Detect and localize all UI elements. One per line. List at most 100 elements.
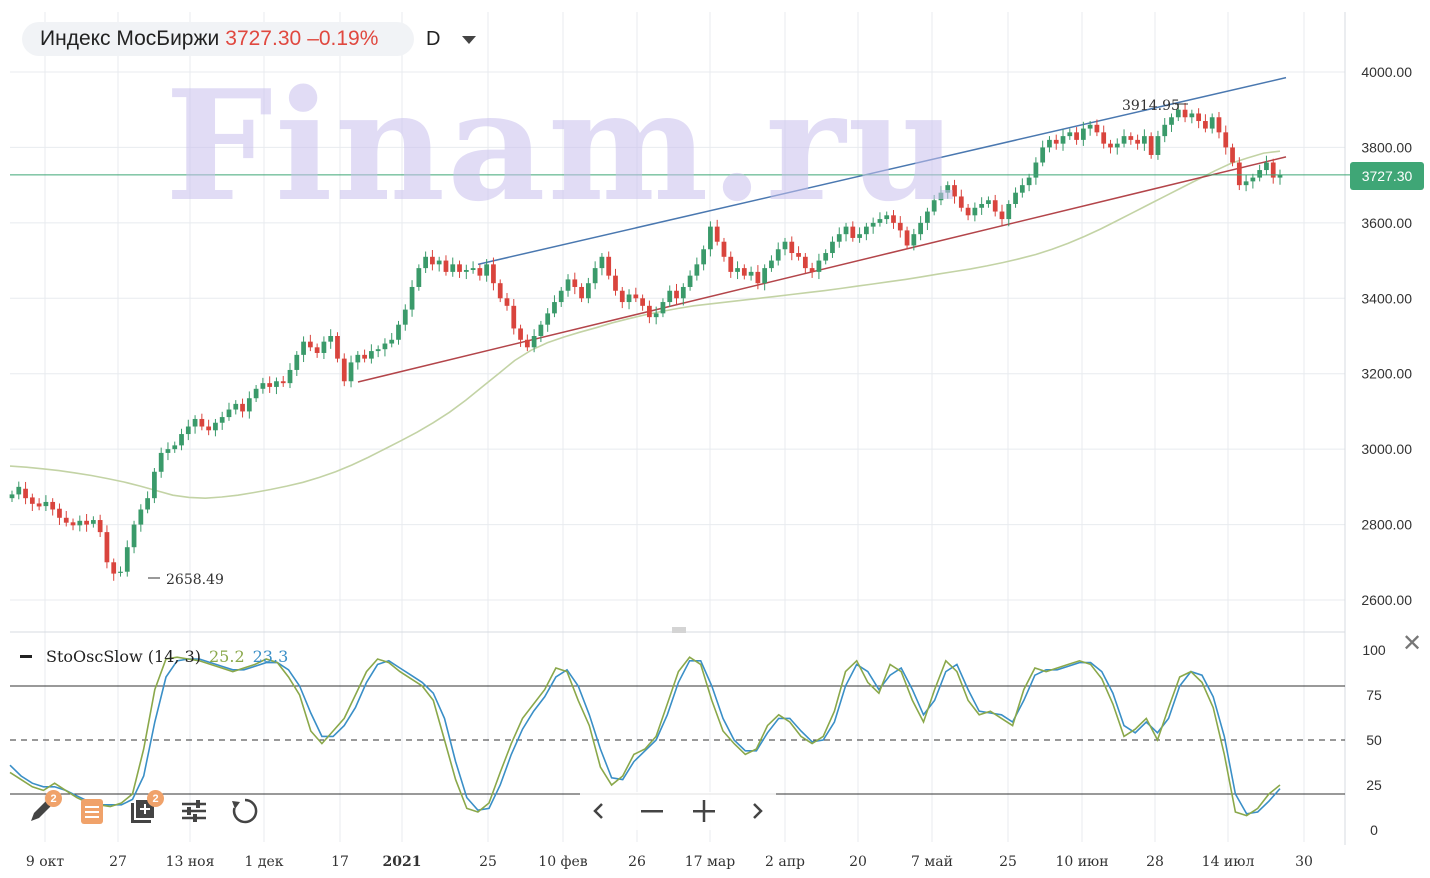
candle: [857, 227, 862, 243]
candle: [341, 353, 347, 387]
candle: [1277, 169, 1283, 185]
candle: [307, 334, 313, 352]
candle: [1060, 129, 1066, 151]
chevron-left-icon: [593, 803, 603, 819]
candle: [633, 287, 639, 303]
candle: [179, 428, 184, 451]
date-tick-label: 14 июл: [1202, 854, 1255, 870]
candle: [775, 242, 781, 266]
candle: [152, 468, 157, 504]
candle: [884, 211, 890, 224]
candle: [558, 286, 564, 307]
candle: [1223, 125, 1229, 155]
candle: [897, 216, 903, 238]
scroll-right-button[interactable]: [738, 792, 776, 830]
price-tick-label: 3400.00: [1361, 290, 1412, 306]
candle: [1013, 187, 1018, 208]
candle: [463, 264, 469, 280]
candle: [986, 196, 991, 208]
date-tick-label: 26: [628, 854, 646, 870]
candle: [274, 377, 279, 395]
price-tick-label: 2600.00: [1361, 592, 1412, 608]
candle: [240, 398, 245, 418]
candle: [1053, 134, 1059, 150]
candle: [1142, 129, 1147, 151]
indicator-k-value: 25.2: [209, 646, 245, 666]
series-dash-icon: [20, 654, 32, 658]
candle: [667, 285, 673, 307]
candle: [23, 481, 28, 505]
date-tick-label: 10 фев: [538, 854, 588, 870]
candle: [57, 503, 62, 525]
close-indicator-icon[interactable]: ✕: [1402, 630, 1423, 657]
notes-button[interactable]: [73, 792, 111, 830]
candle: [409, 280, 415, 317]
chevron-down-icon[interactable]: [462, 36, 477, 44]
price-tick-label: 3800.00: [1361, 139, 1412, 155]
draw-badge: 2: [45, 790, 62, 807]
last-price-tag: 3727.30: [1350, 162, 1424, 190]
channel-upper-line[interactable]: [477, 76, 1287, 266]
symbol-change: –0.19%: [307, 27, 379, 50]
zoom-in-button[interactable]: [685, 792, 723, 830]
zoom-out-button[interactable]: [633, 792, 671, 830]
candle: [335, 332, 340, 363]
candle: [836, 227, 842, 248]
channel-lower-line[interactable]: [357, 156, 1287, 383]
candle: [972, 202, 978, 222]
ma-line: [9, 150, 1281, 500]
candle: [538, 320, 544, 343]
price-tick-label: 4000.00: [1361, 64, 1412, 80]
symbol-header[interactable]: Индекс МосБиржи 3727.30 –0.19%: [22, 22, 414, 56]
candle: [728, 251, 734, 278]
candle: [938, 185, 944, 206]
navigation-controls: [580, 792, 776, 830]
candle: [172, 441, 178, 453]
indicator-legend[interactable]: StoOscSlow (14, 3) 25.2 23.3: [20, 645, 288, 667]
draw-tool-button[interactable]: 2: [22, 790, 62, 830]
indicators-badge: 2: [147, 790, 164, 807]
settings-button[interactable]: [175, 792, 213, 830]
candle: [524, 334, 530, 352]
reset-button[interactable]: [226, 792, 264, 830]
candles: [9, 102, 1283, 581]
notes-icon: [81, 799, 103, 824]
candle: [613, 268, 618, 296]
candle: [1250, 173, 1256, 189]
date-tick-label: 17 мар: [685, 854, 736, 870]
candle: [375, 345, 381, 358]
candle: [362, 349, 367, 363]
candle: [70, 518, 76, 531]
date-axis: 9 окт 27 13 ноя 1 дек 17 2021 25 10 фев 26 17 мар…: [26, 854, 1313, 870]
add-indicator-button[interactable]: 2: [124, 790, 164, 830]
candle: [864, 222, 869, 241]
candle: [1196, 108, 1202, 129]
candle: [687, 270, 693, 291]
trend-channel[interactable]: [357, 76, 1287, 383]
candle: [90, 516, 96, 528]
scroll-left-button[interactable]: [580, 792, 618, 830]
candle: [470, 261, 476, 274]
date-tick-label: 17: [331, 854, 349, 870]
candle: [531, 329, 537, 353]
candle: [572, 272, 578, 295]
candle: [145, 491, 150, 514]
candle: [1108, 139, 1113, 154]
candle: [1203, 114, 1208, 133]
candle: [1128, 132, 1134, 145]
sto-tick-label: 0: [1370, 822, 1378, 838]
watermark: Finam.ru: [165, 56, 960, 235]
candle: [1148, 132, 1154, 159]
candle: [436, 256, 442, 272]
candle: [260, 377, 266, 394]
date-tick-label: 2 апр: [765, 854, 805, 870]
candle: [1236, 157, 1242, 191]
candle: [680, 283, 686, 306]
candle: [213, 418, 218, 437]
candle: [721, 237, 727, 262]
candle: [1230, 143, 1235, 167]
interval-selector[interactable]: D: [426, 24, 477, 54]
candle: [653, 306, 659, 325]
candle: [43, 495, 49, 511]
